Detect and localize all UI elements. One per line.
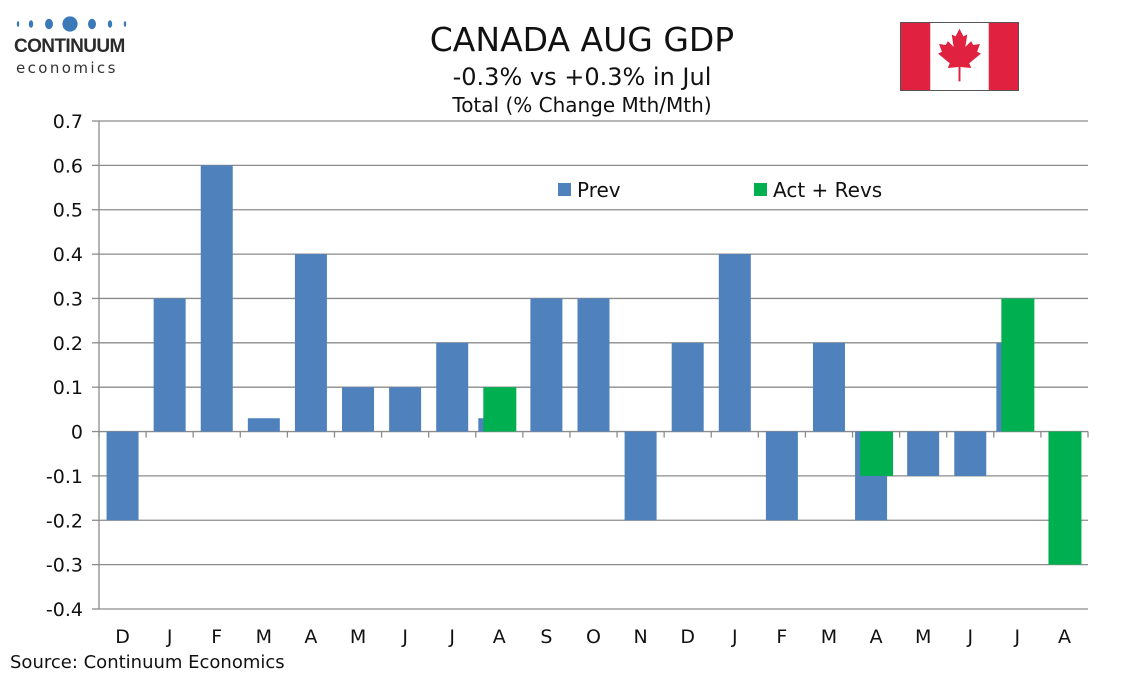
y-tick-label: -0.3: [46, 555, 83, 577]
bar-prev: [294, 254, 327, 432]
y-tick-label: -0.1: [46, 466, 83, 488]
bar-prev: [954, 431, 987, 476]
x-tick-label: M: [915, 626, 931, 648]
x-tick-label: F: [211, 626, 222, 648]
x-tick-label: F: [776, 626, 787, 648]
x-tick-label: J: [448, 626, 455, 648]
legend-swatch: [558, 183, 571, 196]
flag-right-band: [988, 23, 1018, 90]
x-tick-label: D: [680, 626, 695, 648]
bar-prev: [624, 431, 657, 521]
y-tick-label: 0.6: [53, 155, 83, 177]
x-tick-label: S: [540, 626, 552, 648]
x-tick-label: M: [821, 626, 837, 648]
bar-prev: [907, 431, 940, 476]
chart-title: Total (% Change Mth/Mth): [452, 93, 712, 117]
x-tick-label: A: [870, 626, 883, 648]
continuum-logo: CONTINUUM economics: [14, 14, 134, 77]
bar-act-revs: [860, 431, 894, 476]
canada-flag-icon: [900, 22, 1019, 91]
bar-prev: [812, 342, 845, 432]
x-tick-label: J: [1014, 626, 1021, 648]
y-tick-label: 0.7: [53, 111, 83, 133]
x-tick-label: J: [166, 626, 173, 648]
x-tick-label: A: [493, 626, 506, 648]
bar-prev: [436, 342, 469, 432]
y-tick-label: 0.5: [53, 200, 83, 222]
page-title: CANADA AUG GDP: [429, 20, 735, 59]
legend-label: Act + Revs: [773, 178, 882, 202]
bar-prev: [718, 254, 751, 432]
source-note: Source: Continuum Economics: [10, 652, 285, 673]
logo-subtext: economics: [16, 59, 118, 77]
bars: [106, 165, 1082, 565]
x-tick-label: J: [731, 626, 738, 648]
legend-swatch: [754, 183, 767, 196]
y-tick-labels: 0.7 0.6 0.5 0.4 0.3 0.2 0.1 0 -0.1 -0.2 -0.3 -0.4: [46, 111, 83, 621]
bar-prev: [671, 342, 704, 432]
bar-prev: [530, 298, 563, 432]
bar-prev: [247, 418, 280, 432]
y-tick-label: 0.2: [53, 333, 83, 355]
x-tick-label: A: [1058, 626, 1071, 648]
bar-act-revs: [1001, 298, 1035, 432]
flag-left-band: [901, 23, 931, 90]
y-tick-label: 0: [71, 422, 83, 444]
bar-act-revs: [483, 387, 517, 432]
x-tick-label: M: [256, 626, 272, 648]
logo-dots-icon: [16, 16, 127, 32]
y-tick-label: 0.3: [53, 288, 83, 310]
bar-prev: [342, 387, 375, 432]
y-tick-label: -0.2: [46, 510, 83, 532]
y-tick-label: 0.1: [53, 377, 83, 399]
bar-prev: [200, 165, 233, 432]
legend-label: Prev: [577, 178, 621, 202]
x-tick-label: A: [304, 626, 317, 648]
bar-prev: [389, 387, 422, 432]
x-tick-label: M: [350, 626, 366, 648]
bar-prev: [153, 298, 186, 432]
bar-prev: [577, 298, 610, 432]
bar-act-revs: [1048, 431, 1082, 565]
bar-prev: [106, 431, 139, 521]
y-tick-label: -0.4: [46, 599, 83, 621]
legend: Prev Act + Revs: [558, 178, 882, 202]
x-tick-label: N: [633, 626, 647, 648]
x-tick-label: O: [586, 626, 601, 648]
page-subtitle: -0.3% vs +0.3% in Jul: [452, 63, 712, 91]
x-tick-label: J: [401, 626, 408, 648]
logo-wordmark: CONTINUUM: [14, 36, 125, 57]
bar-prev: [765, 431, 798, 521]
x-tick-label: D: [115, 626, 130, 648]
x-tick-label: J: [966, 626, 973, 648]
maple-leaf-icon: [938, 28, 981, 82]
y-tick-label: 0.4: [53, 244, 83, 266]
